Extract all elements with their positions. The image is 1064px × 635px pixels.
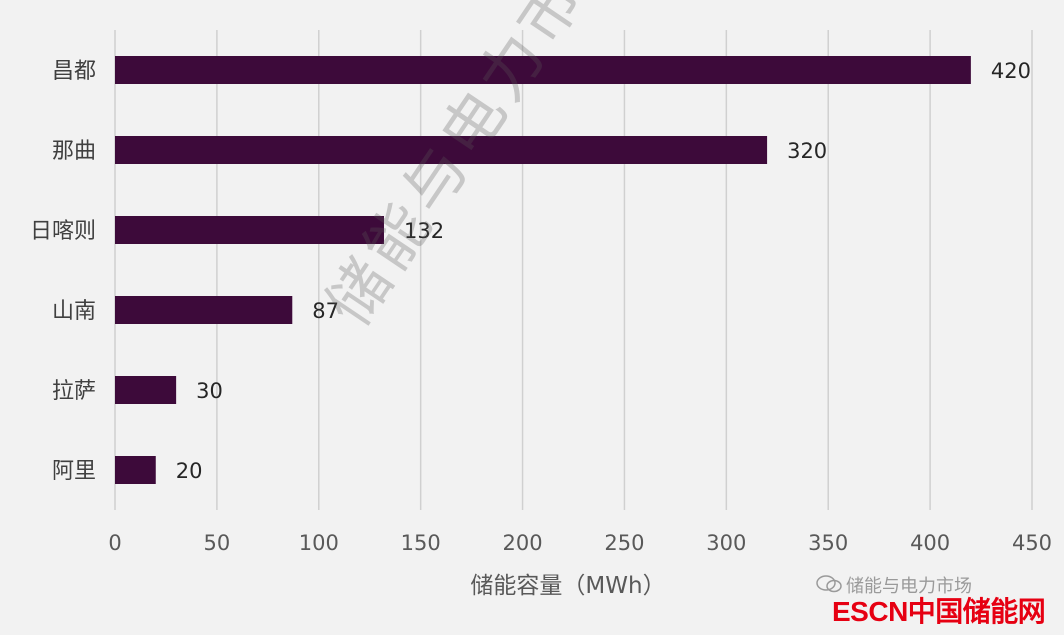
bar [115,56,971,84]
data-label: 20 [176,459,203,483]
x-tick-label: 50 [204,531,231,555]
x-axis-title: 储能容量（MWh） [470,573,665,599]
wechat-icon [816,575,842,593]
bar [115,376,177,404]
x-tick-label: 0 [108,531,121,555]
bar [115,296,293,324]
category-label: 阿里 [52,459,96,484]
data-labels: 420 320 132 87 30 20 [176,59,1031,483]
data-label: 420 [991,59,1031,83]
data-label: 30 [196,379,223,403]
bar [115,456,156,484]
x-tick-label: 300 [706,531,746,555]
x-tick-label: 100 [299,531,339,555]
data-label: 87 [312,299,339,323]
category-label: 昌都 [52,59,96,84]
x-tick-label: 150 [401,531,441,555]
data-label: 132 [404,219,444,243]
grid-lines [114,30,1033,510]
x-tick-labels: 0 50 100 150 200 250 300 350 400 450 [108,531,1052,555]
category-label: 那曲 [52,139,96,164]
x-tick-label: 200 [503,531,543,555]
x-tick-label: 250 [604,531,644,555]
bars [115,56,971,484]
x-tick-label: 450 [1012,531,1052,555]
x-tick-label: 400 [910,531,950,555]
bar [115,216,384,244]
watermark-corner-text: 储能与电力市场 [846,576,972,597]
category-label: 山南 [52,299,96,324]
data-label: 320 [787,139,827,163]
x-tick-label: 350 [808,531,848,555]
category-label: 拉萨 [52,379,96,404]
category-label: 日喀则 [30,219,96,244]
bar [115,136,768,164]
escn-logo: ESCN中国储能网 [832,596,1046,627]
